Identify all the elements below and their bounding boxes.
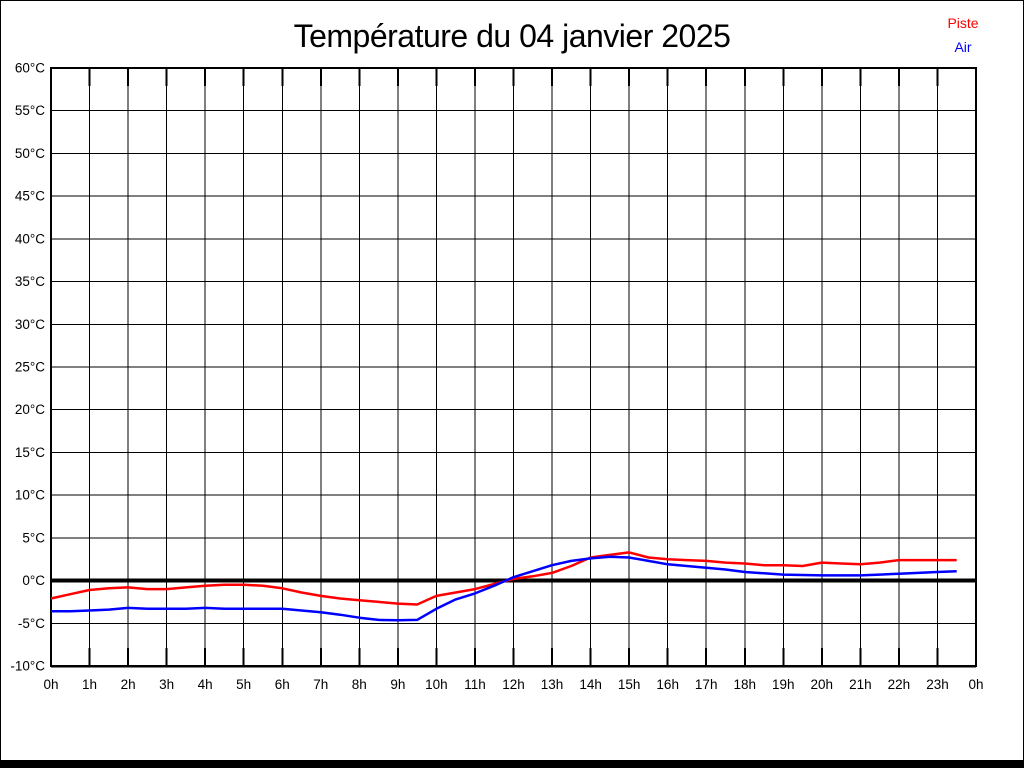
svg-text:9h: 9h xyxy=(390,677,405,692)
svg-text:-10°C: -10°C xyxy=(10,659,45,674)
svg-text:15°C: 15°C xyxy=(15,445,45,460)
bottom-border-bar xyxy=(1,760,1023,767)
air-series-line xyxy=(51,555,957,622)
svg-text:18h: 18h xyxy=(734,677,757,692)
svg-text:0°C: 0°C xyxy=(22,573,45,588)
svg-text:25°C: 25°C xyxy=(15,360,45,375)
svg-text:7h: 7h xyxy=(313,677,328,692)
svg-text:35°C: 35°C xyxy=(15,274,45,289)
legend-label-piste: Piste xyxy=(947,15,979,31)
svg-text:0h: 0h xyxy=(968,677,983,692)
svg-text:16h: 16h xyxy=(656,677,679,692)
piste-series-line xyxy=(50,551,957,606)
svg-text:8h: 8h xyxy=(352,677,367,692)
svg-text:45°C: 45°C xyxy=(15,189,45,204)
svg-text:1h: 1h xyxy=(82,677,97,692)
svg-text:55°C: 55°C xyxy=(15,103,45,118)
legend-label-air: Air xyxy=(954,39,972,55)
svg-text:22h: 22h xyxy=(888,677,911,692)
svg-text:11h: 11h xyxy=(464,677,486,692)
svg-text:6h: 6h xyxy=(275,677,290,692)
y-axis-labels: 60°C 55°C 50°C 45°C 40°C 35°C 30°C 25°C 20°C 15°C… xyxy=(10,61,45,674)
svg-text:14h: 14h xyxy=(579,677,602,692)
svg-text:0h: 0h xyxy=(43,677,58,692)
svg-text:40°C: 40°C xyxy=(15,231,45,246)
svg-text:-5°C: -5°C xyxy=(18,616,45,631)
svg-text:50°C: 50°C xyxy=(15,146,45,161)
svg-text:13h: 13h xyxy=(541,677,564,692)
svg-text:5h: 5h xyxy=(236,677,251,692)
svg-text:2h: 2h xyxy=(121,677,136,692)
svg-text:10h: 10h xyxy=(425,677,448,692)
svg-text:60°C: 60°C xyxy=(15,61,45,76)
svg-text:10°C: 10°C xyxy=(15,488,45,503)
svg-text:23h: 23h xyxy=(926,677,949,692)
svg-text:12h: 12h xyxy=(502,677,525,692)
svg-text:5°C: 5°C xyxy=(22,530,45,545)
chart-legend: Piste Air xyxy=(927,11,999,59)
svg-text:4h: 4h xyxy=(198,677,213,692)
svg-text:15h: 15h xyxy=(618,677,641,692)
svg-text:30°C: 30°C xyxy=(15,317,45,332)
x-axis-labels: 0h 1h 2h 3h 4h 5h 6h 7h 8h 9h 10h 11h 12h 13h 14h 15h 16… xyxy=(43,677,983,692)
svg-text:17h: 17h xyxy=(695,677,718,692)
svg-text:19h: 19h xyxy=(772,677,795,692)
page-title: Température du 04 janvier 2025 xyxy=(293,18,731,54)
svg-text:21h: 21h xyxy=(849,677,872,692)
svg-text:20°C: 20°C xyxy=(15,402,45,417)
svg-text:20h: 20h xyxy=(811,677,834,692)
svg-text:3h: 3h xyxy=(159,677,174,692)
grid-lines xyxy=(50,67,977,668)
